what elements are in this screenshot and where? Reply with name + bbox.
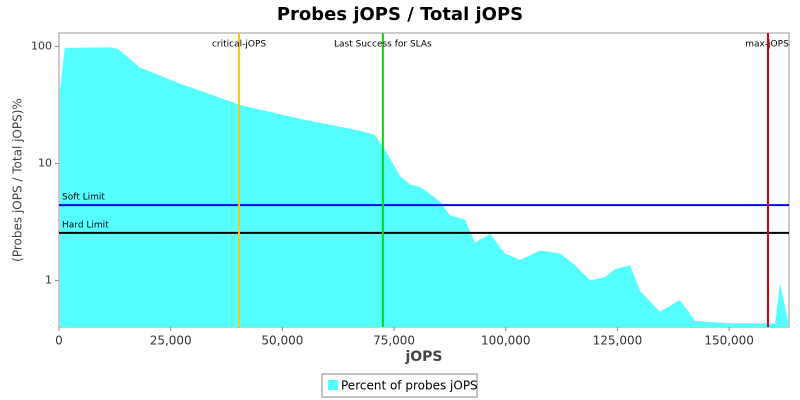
x-tick-label: 125,000	[593, 334, 643, 348]
legend-label: Percent of probes jOPS	[341, 379, 478, 393]
marker-label: max-jOPS	[745, 40, 789, 50]
chart-title: Probes jOPS / Total jOPS	[277, 4, 523, 25]
legend-box	[321, 373, 478, 398]
x-tick-label: 0	[55, 334, 63, 348]
x-tick-label: 75,000	[373, 334, 415, 348]
x-tick-label: 50,000	[261, 334, 303, 348]
legend-swatch	[328, 380, 338, 390]
y-tick-label: 10	[38, 156, 52, 169]
area	[59, 47, 789, 327]
marker-label: Soft Limit	[62, 193, 105, 203]
marker-label: Hard Limit	[62, 220, 109, 230]
y-tick-label: 1	[45, 273, 52, 286]
x-tick-label: 100,000	[481, 334, 531, 348]
y-axis-label: (Probes jOPS / Total jOPS)%	[11, 98, 25, 262]
marker-label: critical-jOPS	[212, 40, 266, 50]
x-tick-label: 25,000	[150, 334, 192, 348]
y-tick-label: 100	[31, 39, 52, 52]
x-tick-label: 150,000	[704, 334, 754, 348]
marker-label: Last Success for SLAs	[334, 40, 432, 50]
x-axis-label: jOPS	[404, 349, 442, 365]
